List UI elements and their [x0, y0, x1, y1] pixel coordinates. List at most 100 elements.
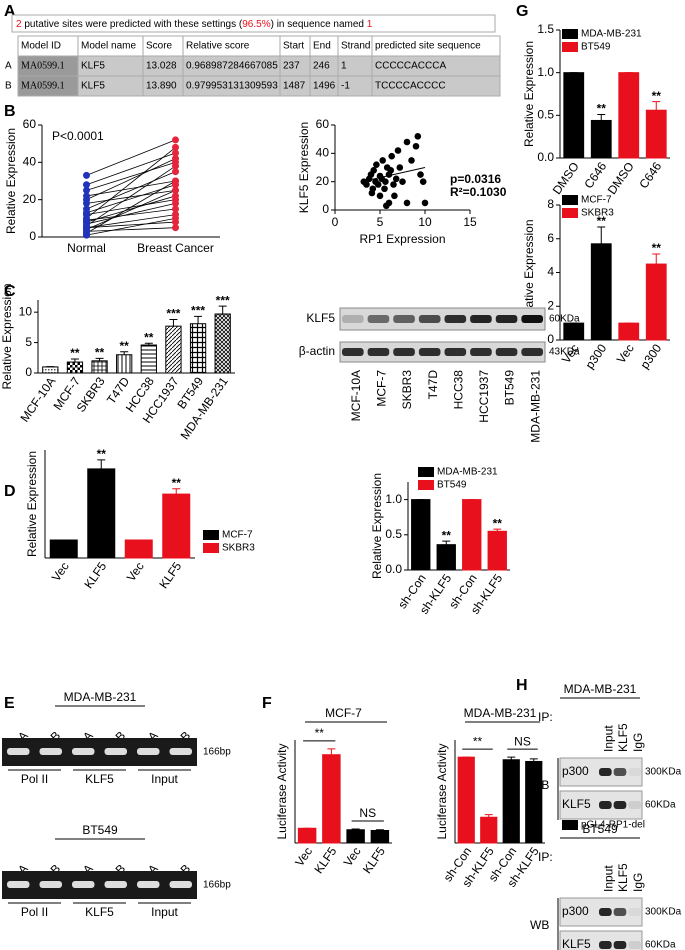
band: [367, 315, 390, 323]
legend-swatch: [562, 208, 578, 218]
band: [444, 348, 467, 356]
error-bar: [70, 358, 79, 363]
pair-line: [86, 152, 176, 186]
legend-label: MCF-7: [222, 530, 253, 541]
error-bar: [442, 540, 451, 545]
band: [72, 881, 95, 888]
error-bar: [351, 828, 360, 830]
x-tick-label: Normal: [67, 241, 106, 255]
dot: [172, 162, 179, 170]
dot: [172, 224, 179, 232]
chart-title: MDA-MB-231: [464, 706, 537, 720]
bar: [162, 493, 191, 559]
blot-size: 300KDa: [645, 907, 682, 918]
gel-title: BT549: [82, 823, 118, 837]
x-tick-label: Vec: [614, 342, 637, 366]
annotation: P<0.0001: [52, 129, 104, 143]
band: [495, 315, 518, 323]
significance: **: [97, 447, 107, 461]
point: [403, 199, 411, 207]
pair-line: [86, 227, 176, 232]
band: [613, 801, 627, 809]
blot-size: 60KDa: [645, 940, 676, 950]
band: [628, 941, 641, 949]
blot-row-label: KLF5: [562, 797, 591, 811]
table-cell: -1: [341, 81, 350, 92]
blot-row-label: β-actin: [299, 344, 335, 358]
blot-row-label: p300: [562, 764, 589, 778]
point: [390, 181, 397, 188]
significance: **: [95, 346, 105, 360]
caption-part: 96.5%: [242, 19, 270, 30]
band: [137, 881, 160, 888]
significance: **: [144, 330, 154, 344]
gel-size: 166bp: [203, 747, 231, 758]
dot: [83, 181, 90, 189]
blot-size: 300KDa: [645, 767, 682, 778]
bar: [590, 119, 612, 159]
panel-label: G: [516, 3, 528, 20]
lane-label: MCF-10A: [349, 370, 363, 421]
lane-label: KLF5: [616, 723, 630, 752]
x-tick-label: KLF5: [156, 559, 184, 591]
annotation: R²=0.1030: [450, 185, 507, 199]
wb-label: WB: [530, 778, 549, 792]
bar: [645, 109, 667, 159]
error-bar: [529, 758, 538, 762]
bar: [124, 539, 153, 559]
bar: [346, 829, 365, 844]
caption-part: ) in sequence named: [271, 19, 367, 30]
y-tick-label: 0: [322, 202, 329, 216]
y-tick-label: 8: [547, 197, 554, 211]
table-header: Start: [283, 41, 304, 52]
legend-label: MDA-MB-231: [581, 29, 642, 40]
lane-label: T47D: [426, 370, 440, 400]
point: [408, 157, 415, 164]
pair-line: [86, 214, 176, 229]
point: [403, 138, 411, 146]
blot-row-label: p300: [562, 904, 589, 918]
table-cell: KLF5: [81, 61, 105, 72]
point: [370, 167, 378, 174]
y-axis-label: Luciferase Activity: [435, 743, 449, 839]
band: [599, 908, 612, 916]
y-tick-label: 0: [29, 229, 36, 243]
annotation: p=0.0316: [450, 172, 501, 186]
dot: [172, 155, 179, 163]
error-bar: [493, 528, 502, 532]
bar: [436, 544, 456, 571]
dot: [83, 171, 90, 179]
lane-label: Input: [602, 725, 616, 752]
band: [470, 348, 492, 356]
gel: [2, 738, 197, 766]
legend-swatch: [203, 530, 219, 540]
bar: [563, 72, 585, 159]
x-tick-label: 10: [418, 215, 432, 229]
x-tick-label: 0: [332, 215, 339, 229]
error-bar: [172, 488, 181, 495]
dot: [83, 186, 90, 194]
blot-row-label: KLF5: [562, 937, 591, 950]
point: [383, 202, 390, 210]
panel-label: H: [516, 677, 528, 694]
band: [599, 801, 612, 809]
band: [521, 315, 543, 323]
table-header: Score: [146, 41, 173, 52]
pair-line: [86, 171, 176, 210]
table-cell: 0.979953131309593: [186, 81, 278, 92]
pair-line: [86, 180, 176, 234]
error-bar: [597, 226, 606, 244]
lane-label: Input: [602, 865, 616, 892]
chart-title: MCF-7: [325, 706, 362, 720]
band: [599, 941, 612, 949]
y-axis-label: Relative Expression: [522, 41, 536, 147]
significance: **: [172, 476, 182, 490]
x-tick-label: C646: [581, 159, 609, 191]
pair-line: [86, 203, 176, 225]
y-tick-label: 4: [547, 265, 554, 279]
error-bar: [194, 315, 203, 324]
legend-label: SKBR3: [581, 208, 614, 219]
error-bar: [597, 113, 606, 121]
point: [394, 147, 402, 154]
bar: [502, 759, 520, 844]
